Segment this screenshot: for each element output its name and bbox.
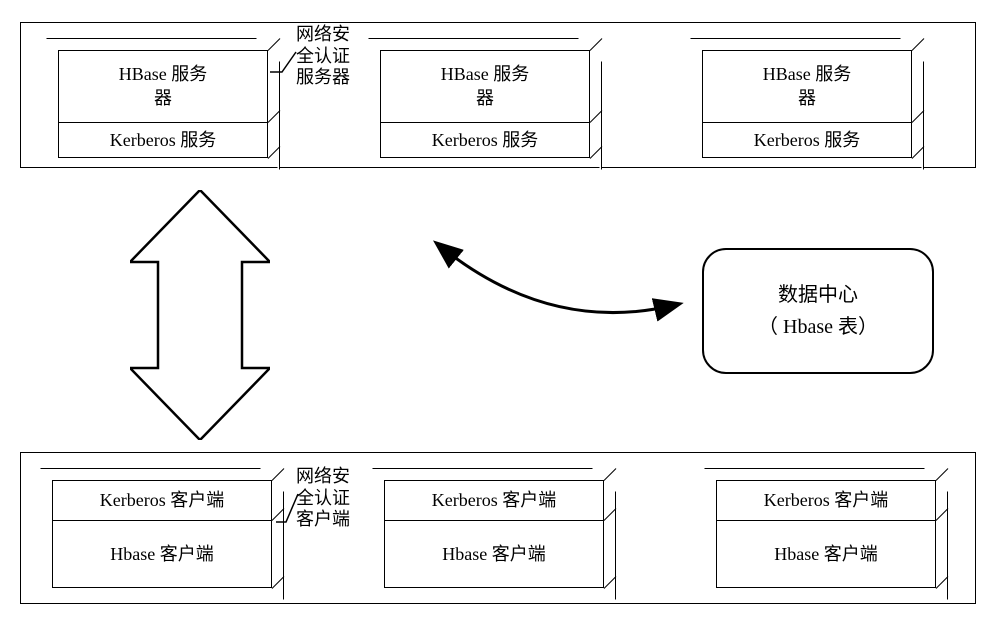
client-kerberos: Kerberos 客户端 xyxy=(53,481,271,521)
server-annotation-line xyxy=(270,48,298,88)
client-annotation-line xyxy=(276,490,300,534)
datacenter-title: 数据中心 xyxy=(778,279,858,311)
server-title: HBase 服务器 xyxy=(703,51,911,123)
client-annotation-label: 网络安全认证客户端 xyxy=(296,466,376,531)
client-kerberos: Kerberos 客户端 xyxy=(385,481,603,521)
datacenter-subtitle: （ Hbase 表） xyxy=(758,311,878,343)
server-annotation-label: 网络安全认证服务器 xyxy=(296,24,376,89)
client-hbase: Hbase 客户端 xyxy=(717,521,935,588)
datacenter-box: 数据中心 （ Hbase 表） xyxy=(702,248,934,374)
server-kerberos: Kerberos 服务 xyxy=(703,123,911,158)
bidirectional-arrow-icon xyxy=(130,190,270,440)
server-kerberos: Kerberos 服务 xyxy=(381,123,589,158)
client-hbase: Hbase 客户端 xyxy=(385,521,603,588)
server-title: HBase 服务器 xyxy=(381,51,589,123)
client-hbase: Hbase 客户端 xyxy=(53,521,271,588)
client-kerberos: Kerberos 客户端 xyxy=(717,481,935,521)
server-kerberos: Kerberos 服务 xyxy=(59,123,267,158)
server-title: HBase 服务器 xyxy=(59,51,267,123)
curved-arrow-icon xyxy=(420,230,700,350)
